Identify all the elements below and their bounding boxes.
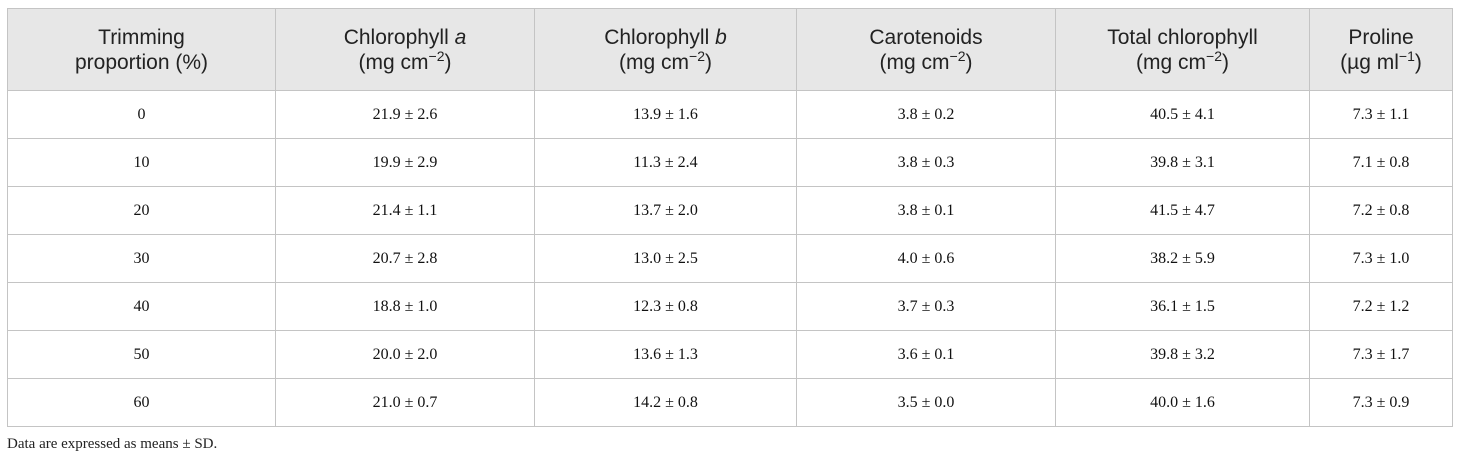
- header-text: (µg ml: [1340, 50, 1399, 74]
- header-text: ): [444, 50, 452, 74]
- header-superscript: −2: [1206, 47, 1222, 64]
- footnote: Data are expressed as means ± SD.: [7, 436, 218, 452]
- table-cell: 7.3 ± 1.1: [1309, 90, 1453, 139]
- header-text: (mg cm: [619, 50, 690, 74]
- header-text: Proline: [1348, 25, 1414, 49]
- header-text: (mg cm: [1136, 50, 1207, 74]
- table-cell: 40.0 ± 1.6: [1055, 378, 1310, 427]
- table-cell: 40.5 ± 4.1: [1055, 90, 1310, 139]
- table-cell: 21.9 ± 2.6: [275, 90, 535, 139]
- table-cell: 38.2 ± 5.9: [1055, 234, 1310, 283]
- table-cell: 3.8 ± 0.2: [796, 90, 1056, 139]
- header-text: ): [704, 50, 712, 74]
- header-superscript: −1: [1398, 47, 1415, 64]
- table-row: 50 20.0 ± 2.0 13.6 ± 1.3 3.6 ± 0.1 39.8 ± 3.…: [7, 330, 1453, 379]
- table-cell: 7.3 ± 0.9: [1309, 378, 1453, 427]
- header-row: Trimming proportion (%) Chlorophyll a (mg c…: [7, 8, 1453, 91]
- table-cell: 13.9 ± 1.6: [534, 90, 797, 139]
- table-row: 60 21.0 ± 0.7 14.2 ± 0.8 3.5 ± 0.0 40.0 ± 1.…: [7, 378, 1453, 427]
- table-cell: 60: [7, 378, 276, 427]
- header-text: Carotenoids: [869, 25, 983, 49]
- header-cell: Chlorophyll a (mg cm−2): [275, 8, 535, 91]
- header-text: Chlorophyll: [604, 25, 716, 49]
- table-cell: 0: [7, 90, 276, 139]
- header-text: ): [1221, 50, 1229, 74]
- table-cell: 10: [7, 138, 276, 187]
- table-cell: 19.9 ± 2.9: [275, 138, 535, 187]
- header-cell: Carotenoids (mg cm−2): [796, 8, 1056, 91]
- table-cell: 30: [7, 234, 276, 283]
- header-superscript: −2: [689, 47, 705, 64]
- table-cell: 41.5 ± 4.7: [1055, 186, 1310, 235]
- table-cell: 7.2 ± 1.2: [1309, 282, 1453, 331]
- table-row: 0 21.9 ± 2.6 13.9 ± 1.6 3.8 ± 0.2 40.5 ± 4.1…: [7, 90, 1453, 139]
- header-text: Trimming: [98, 25, 185, 49]
- table-cell: 3.5 ± 0.0: [796, 378, 1056, 427]
- table-cell: 3.8 ± 0.1: [796, 186, 1056, 235]
- table-row: 30 20.7 ± 2.8 13.0 ± 2.5 4.0 ± 0.6 38.2 ± 5.…: [7, 234, 1453, 283]
- table-cell: 39.8 ± 3.2: [1055, 330, 1310, 379]
- table-cell: 21.4 ± 1.1: [275, 186, 535, 235]
- table-head: Trimming proportion (%) Chlorophyll a (mg c…: [7, 8, 1453, 91]
- table-cell: 20: [7, 186, 276, 235]
- header-cell: Chlorophyll b (mg cm−2): [534, 8, 797, 91]
- header-text: (mg cm: [879, 50, 950, 74]
- table-cell: 36.1 ± 1.5: [1055, 282, 1310, 331]
- table-cell: 13.7 ± 2.0: [534, 186, 797, 235]
- table-cell: 13.0 ± 2.5: [534, 234, 797, 283]
- table-cell: 7.3 ± 1.0: [1309, 234, 1453, 283]
- header-superscript: −2: [428, 47, 445, 64]
- table-cell: 7.3 ± 1.7: [1309, 330, 1453, 379]
- table-cell: 3.8 ± 0.3: [796, 138, 1056, 187]
- table-cell: 40: [7, 282, 276, 331]
- header-italic: b: [715, 25, 727, 49]
- header-cell: Trimming proportion (%): [7, 8, 276, 91]
- table-cell: 12.3 ± 0.8: [534, 282, 797, 331]
- table-cell: 39.8 ± 3.1: [1055, 138, 1310, 187]
- table-cell: 21.0 ± 0.7: [275, 378, 535, 427]
- table-cell: 7.1 ± 0.8: [1309, 138, 1453, 187]
- header-cell: Total chlorophyll (mg cm−2): [1055, 8, 1310, 91]
- table-cell: 4.0 ± 0.6: [796, 234, 1056, 283]
- table-cell: 14.2 ± 0.8: [534, 378, 797, 427]
- table-cell: 18.8 ± 1.0: [275, 282, 535, 331]
- table-wrap: Trimming proportion (%) Chlorophyll a (mg c…: [7, 8, 1453, 427]
- table-cell: 3.6 ± 0.1: [796, 330, 1056, 379]
- header-text: ): [1414, 50, 1422, 74]
- table-cell: 11.3 ± 2.4: [534, 138, 797, 187]
- table-cell: 3.7 ± 0.3: [796, 282, 1056, 331]
- table-cell: 20.0 ± 2.0: [275, 330, 535, 379]
- table-row: 40 18.8 ± 1.0 12.3 ± 0.8 3.7 ± 0.3 36.1 ± 1.…: [7, 282, 1453, 331]
- table-cell: 50: [7, 330, 276, 379]
- data-table: Trimming proportion (%) Chlorophyll a (mg c…: [7, 8, 1453, 427]
- table-cell: 13.6 ± 1.3: [534, 330, 797, 379]
- header-text: Total chlorophyll: [1107, 25, 1258, 49]
- table-row: 20 21.4 ± 1.1 13.7 ± 2.0 3.8 ± 0.1 41.5 ± 4.…: [7, 186, 1453, 235]
- header-superscript: −2: [949, 47, 966, 64]
- table-cell: 20.7 ± 2.8: [275, 234, 535, 283]
- header-text: ): [965, 50, 973, 74]
- header-text: proportion (%): [74, 50, 209, 74]
- header-text: (mg cm: [358, 50, 429, 74]
- table-row: 10 19.9 ± 2.9 11.3 ± 2.4 3.8 ± 0.3 39.8 ± 3.…: [7, 138, 1453, 187]
- table-cell: 7.2 ± 0.8: [1309, 186, 1453, 235]
- header-text: Chlorophyll: [343, 25, 455, 49]
- header-cell: Proline (µg ml−1): [1309, 8, 1453, 91]
- table-body: 0 21.9 ± 2.6 13.9 ± 1.6 3.8 ± 0.2 40.5 ± 4.1…: [7, 90, 1453, 427]
- header-italic: a: [454, 25, 467, 49]
